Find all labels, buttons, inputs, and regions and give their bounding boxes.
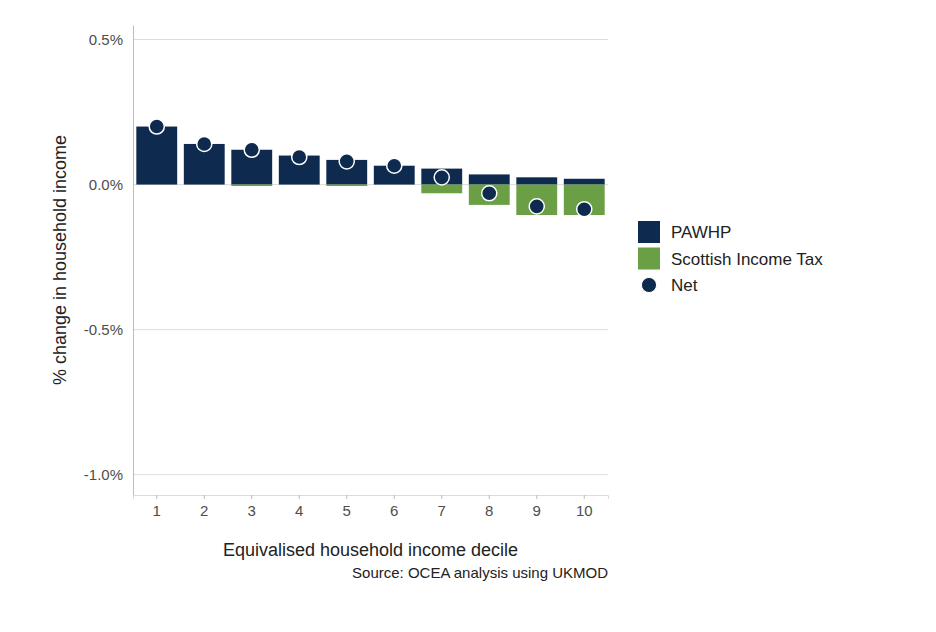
bar [421,185,462,194]
grid [133,40,608,475]
grid-line [133,329,608,330]
point [149,119,164,134]
x-tick-label: 5 [343,502,351,519]
legend-label: Net [671,276,698,295]
legend-swatch [638,221,660,243]
y-tick: 0.0% [89,176,133,193]
x-tick-label: 3 [248,502,256,519]
grid-line [133,474,608,475]
x-axis: 1 2 3 4 5 6 7 8 9 10 [134,495,609,519]
bar [136,127,177,185]
x-axis-line [134,496,609,500]
grid-line [133,39,608,40]
bar [516,185,557,215]
x-tick-label: 4 [295,502,303,519]
bar [469,174,510,184]
x-tick-label: 8 [485,502,493,519]
x-tick: 9 [533,495,541,519]
legend-item: PAWHP [638,221,731,243]
point [529,199,544,214]
point [244,142,259,157]
marks [136,119,604,217]
x-tick-mark [204,495,205,499]
x-tick-mark [584,495,585,499]
y-tick: -1.0% [84,466,133,483]
point [387,158,402,173]
x-tick-mark [251,495,252,499]
bar [516,177,557,184]
y-axis-title: % change in household income [50,135,70,385]
x-tick-mark [489,495,490,499]
x-tick-label: 10 [576,502,593,519]
x-tick-mark [346,495,347,499]
x-tick: 2 [200,495,208,519]
x-tick-label: 9 [533,502,541,519]
x-tick: 1 [153,495,161,519]
legend-swatch [641,277,656,292]
bar [326,185,367,186]
y-tick-label: 0.5% [89,31,123,48]
y-axis-line [133,26,134,496]
legend-swatch [638,248,660,270]
x-tick: 8 [485,495,493,519]
y-tick: 0.5% [89,31,133,48]
point [482,186,497,201]
chart: -1.0% -0.5% 0.0% 0.5% 1 2 3 4 5 6 7 8 9 10 % change in… [0,0,936,632]
point [434,170,449,185]
legend-label: PAWHP [671,223,731,242]
y-axis: -1.0% -0.5% 0.0% 0.5% [84,26,134,496]
x-tick: 5 [343,495,351,519]
x-tick-mark [441,495,442,499]
x-tick: 10 [576,495,593,519]
y-tick: -0.5% [84,321,133,338]
point [197,136,212,151]
x-axis-title: Equivalised household income decile [223,540,518,560]
x-tick: 6 [390,495,398,519]
bar [469,185,510,205]
bar [231,185,272,186]
legend-label: Scottish Income Tax [671,250,823,269]
x-tick-label: 6 [390,502,398,519]
bar [421,169,462,185]
point [577,202,592,217]
x-tick-mark [299,495,300,499]
legend-item: Scottish Income Tax [638,248,823,270]
x-tick: 4 [295,495,303,519]
point [339,154,354,169]
source-note: Source: OCEA analysis using UKMOD [352,564,608,581]
point [292,149,307,164]
y-tick-label: 0.0% [89,176,123,193]
x-tick-mark [536,495,537,499]
legend-item: Net [641,276,697,295]
x-tick-mark [156,495,157,499]
y-tick-label: -1.0% [84,466,123,483]
x-tick-label: 2 [200,502,208,519]
x-tick: 7 [438,495,446,519]
x-tick-label: 1 [153,502,161,519]
bar [564,179,605,185]
x-tick-label: 7 [438,502,446,519]
x-tick-mark [394,495,395,499]
legend: PAWHP Scottish Income Tax Net [638,221,823,295]
x-tick: 3 [248,495,256,519]
y-tick-label: -0.5% [84,321,123,338]
plot: -1.0% -0.5% 0.0% 0.5% 1 2 3 4 5 6 7 8 9 10 [84,26,609,519]
